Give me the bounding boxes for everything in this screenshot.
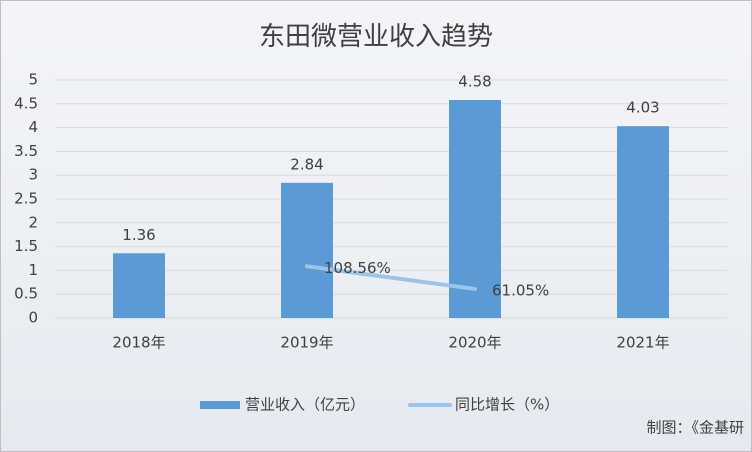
y-tick-label: 2 xyxy=(28,213,38,231)
line-series xyxy=(305,264,477,291)
legend-label: 营业收入（亿元） xyxy=(245,396,365,414)
x-tick-label: 2018年 xyxy=(112,334,165,352)
y-tick-label: 5 xyxy=(28,71,38,89)
bar xyxy=(113,253,165,318)
data-label: 108.56% xyxy=(324,259,391,277)
y-tick-label: 4 xyxy=(28,118,38,136)
legend-swatch xyxy=(200,401,240,409)
bar xyxy=(281,182,333,318)
data-label: 61.05% xyxy=(492,281,549,299)
bar xyxy=(449,99,501,318)
y-tick-label: 3.5 xyxy=(14,142,38,160)
y-tick-label: 1 xyxy=(28,261,38,279)
data-label: 4.58 xyxy=(458,72,491,90)
y-tick-label: 0.5 xyxy=(14,285,38,303)
y-tick-label: 0 xyxy=(28,309,38,327)
x-tick-label: 2021年 xyxy=(616,334,669,352)
data-label: 4.03 xyxy=(626,99,659,117)
y-tick-label: 2.5 xyxy=(14,190,38,208)
legend-label: 同比增长（%） xyxy=(455,396,559,414)
bar xyxy=(617,126,669,318)
data-label: 1.36 xyxy=(122,226,155,244)
y-tick-label: 1.5 xyxy=(14,237,38,255)
x-tick-label: 2020年 xyxy=(448,334,501,352)
data-label: 2.84 xyxy=(290,155,323,173)
x-tick-label: 2019年 xyxy=(280,334,333,352)
y-tick-label: 4.5 xyxy=(14,94,38,112)
source-note: 制图：《金基研 xyxy=(646,419,744,437)
chart-title: 东田微营业收入趋势 xyxy=(259,22,493,52)
y-tick-label: 3 xyxy=(28,166,38,184)
